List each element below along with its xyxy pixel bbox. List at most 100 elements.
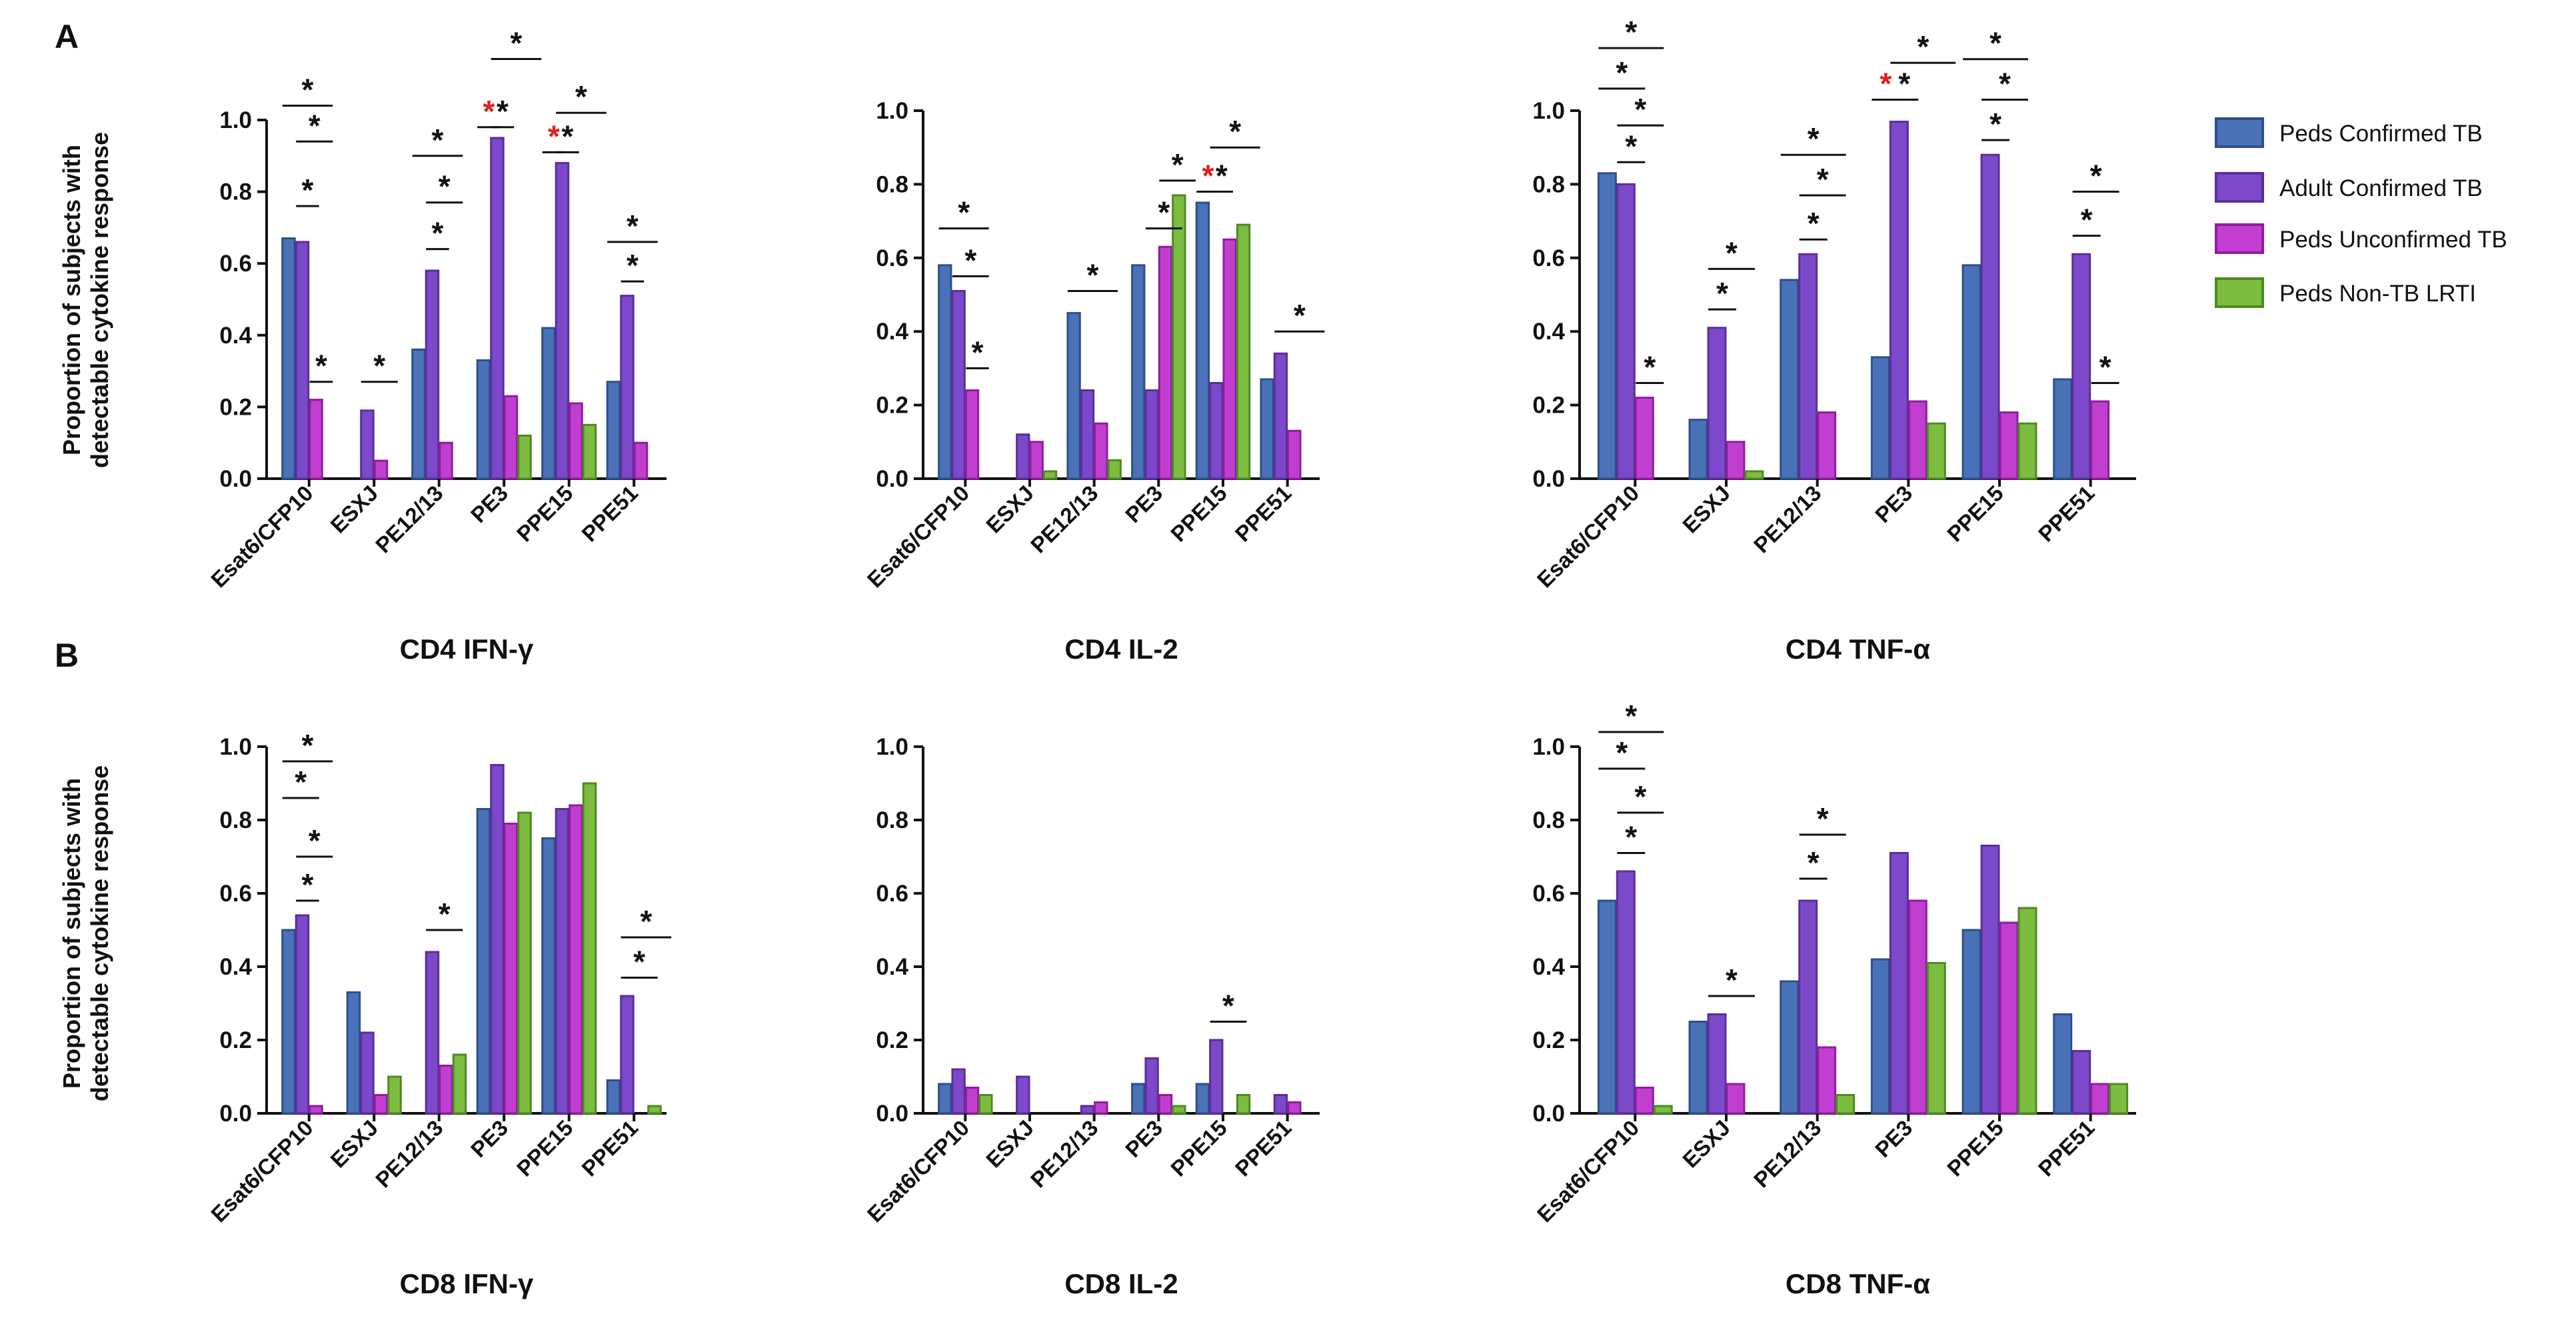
bar-peds-confirmed-tb-pe3: [1870, 958, 1890, 1115]
chart-title: CD4 TNF-α: [1786, 633, 1930, 665]
category-label: PPE51: [1230, 1115, 1296, 1181]
category-label: PPE15: [1942, 1115, 2008, 1181]
chart-title: CD8 TNF-α: [1786, 1268, 1930, 1299]
category-label: PPE51: [1230, 481, 1296, 547]
bar-peds-unconfirmed-tb-esxj: [373, 459, 389, 480]
y-tick-label: 0.4: [876, 319, 908, 345]
y-tick-label: 0.0: [876, 1101, 908, 1127]
significance-star: *: [1625, 15, 1637, 49]
bar-peds-unconfirmed-tb-pe12-13: [1817, 411, 1837, 480]
bar-peds-confirmed-tb-pe3: [1870, 356, 1890, 480]
bar-peds-confirmed-tb-pe12-13: [1780, 980, 1800, 1115]
bar-peds-unconfirmed-tb-pe12-13: [1094, 422, 1108, 480]
significance-star: *: [302, 72, 314, 107]
bar-peds-non-tb-lrti-ppe15: [582, 423, 597, 480]
y-tick-label: 0.4: [876, 954, 908, 980]
bar-peds-confirmed-tb-ppe15: [541, 837, 556, 1115]
bar-peds-non-tb-lrti-ppe51: [647, 1105, 662, 1115]
significance-star: *: [1616, 55, 1628, 90]
bar-peds-unconfirmed-tb-pe3: [503, 395, 519, 480]
bar-adult-confirmed-tb-ppe15: [1209, 1039, 1224, 1115]
significance-star: *: [1216, 158, 1228, 193]
y-tick-label: 0.2: [876, 393, 908, 419]
significance-star: *: [2081, 203, 2093, 237]
bar-peds-confirmed-tb-ppe15: [1195, 1083, 1210, 1115]
bar-peds-unconfirmed-tb-esxj: [1726, 441, 1746, 480]
category-label: Esat6/CFP10: [1532, 1115, 1644, 1227]
legend-item-peds-confirmed: Peds Confirmed TB: [2215, 117, 2483, 148]
bar-adult-confirmed-tb-ppe15: [1209, 381, 1224, 480]
y-tick-label: 0.8: [1532, 807, 1565, 833]
significance-star: *: [641, 904, 652, 939]
y-tick-label: 0.6: [876, 881, 908, 907]
bar-adult-confirmed-tb-pe3: [1889, 121, 1909, 480]
significance-star: *: [439, 897, 451, 931]
bar-peds-confirmed-tb-ppe15: [1961, 264, 1981, 480]
category-label: ESXJ: [981, 481, 1038, 538]
bar-peds-unconfirmed-tb-ppe51: [633, 441, 648, 480]
panel-letter-b: B: [55, 637, 79, 674]
bar-peds-unconfirmed-tb-esxj: [1726, 1083, 1746, 1115]
significance-star: *: [1644, 349, 1656, 384]
significance-star: *: [575, 79, 587, 114]
bar-peds-unconfirmed-tb-ppe15: [569, 804, 583, 1115]
category-label: ESXJ: [1678, 481, 1735, 538]
bar-peds-non-tb-lrti-ppe15: [2017, 907, 2037, 1115]
y-tick-label: 0.8: [876, 807, 908, 833]
y-tick-label: 1.0: [1532, 98, 1565, 124]
bar-peds-confirmed-tb-esat6-cfp10: [281, 929, 296, 1115]
significance-star: *: [302, 173, 314, 207]
legend-swatch-peds-non-tb: [2215, 277, 2264, 308]
bar-peds-unconfirmed-tb-ppe15: [1222, 238, 1237, 480]
y-axis-label-line2: detectable cytokine response: [86, 765, 113, 1101]
bar-adult-confirmed-tb-esxj: [1707, 1013, 1727, 1115]
bar-peds-non-tb-lrti-pe12-13: [452, 1053, 467, 1115]
significance-star: *: [1625, 820, 1637, 855]
significance-star: *: [1616, 735, 1628, 770]
significance-star: *: [1634, 779, 1646, 814]
bar-peds-unconfirmed-tb-pe12-13: [439, 1065, 453, 1115]
bar-peds-unconfirmed-tb-pe3: [1158, 245, 1173, 480]
bar-peds-confirmed-tb-pe3: [1131, 1083, 1146, 1115]
legend-item-adult-confirmed: Adult Confirmed TB: [2215, 172, 2483, 203]
significance-star-red: *: [548, 119, 560, 153]
category-label: PE3: [1870, 1115, 1917, 1162]
significance-star: *: [1229, 114, 1241, 149]
bar-peds-unconfirmed-tb-ppe51: [1287, 1101, 1302, 1115]
bar-adult-confirmed-tb-pe12-13: [1080, 389, 1095, 480]
category-label: PPE15: [1166, 1115, 1232, 1181]
y-tick-label: 0.2: [1532, 393, 1565, 419]
bar-peds-confirmed-tb-ppe51: [2053, 378, 2073, 480]
significance-star: *: [562, 119, 574, 153]
legend-label-adult-confirmed: Adult Confirmed TB: [2279, 175, 2483, 201]
chart-5: 0.0 0.2 0.4 0.6 0.8 1.0 Esat6/CFP10 ESXJPE12/13…: [862, 734, 1320, 1299]
significance-star: *: [964, 243, 976, 277]
bar-peds-unconfirmed-tb-esat6-cfp10: [964, 389, 980, 480]
bar-adult-confirmed-tb-ppe51: [2071, 1050, 2091, 1115]
category-label: PPE15: [512, 1115, 578, 1181]
bar-peds-unconfirmed-tb-pe3: [503, 823, 519, 1115]
bar-peds-confirmed-tb-esat6-cfp10: [281, 237, 296, 480]
significance-star: *: [1817, 801, 1829, 836]
bar-peds-confirmed-tb-esat6-cfp10: [938, 264, 952, 480]
significance-star: *: [958, 195, 970, 230]
legend-label-peds-non-tb: Peds Non-TB LRTI: [2279, 281, 2476, 307]
bar-adult-confirmed-tb-pe3: [490, 137, 505, 480]
bar-adult-confirmed-tb-pe12-13: [425, 951, 440, 1115]
y-tick-label: 0.0: [1532, 1101, 1565, 1127]
bar-peds-non-tb-lrti-pe3: [1926, 962, 1946, 1115]
y-tick-label: 0.4: [219, 323, 252, 349]
bar-peds-non-tb-lrti-ppe15: [1236, 1094, 1251, 1115]
category-label: Esat6/CFP10: [206, 481, 318, 593]
bar-peds-unconfirmed-tb-ppe51: [2090, 1083, 2110, 1115]
y-tick-label: 0.6: [219, 881, 252, 907]
legend-item-peds-unconfirmed: Peds Unconfirmed TB: [2215, 223, 2507, 254]
category-label: ESXJ: [981, 1115, 1038, 1173]
significance-star: *: [1634, 92, 1646, 127]
chart-title: CD4 IFN-γ: [400, 633, 534, 665]
bar-adult-confirmed-tb-esxj: [1016, 1075, 1030, 1115]
significance-star: *: [295, 765, 307, 799]
bar-adult-confirmed-tb-pe12-13: [1798, 899, 1818, 1115]
legend-swatch-peds-confirmed: [2215, 117, 2264, 148]
bar-peds-unconfirmed-tb-ppe51: [1287, 429, 1302, 480]
